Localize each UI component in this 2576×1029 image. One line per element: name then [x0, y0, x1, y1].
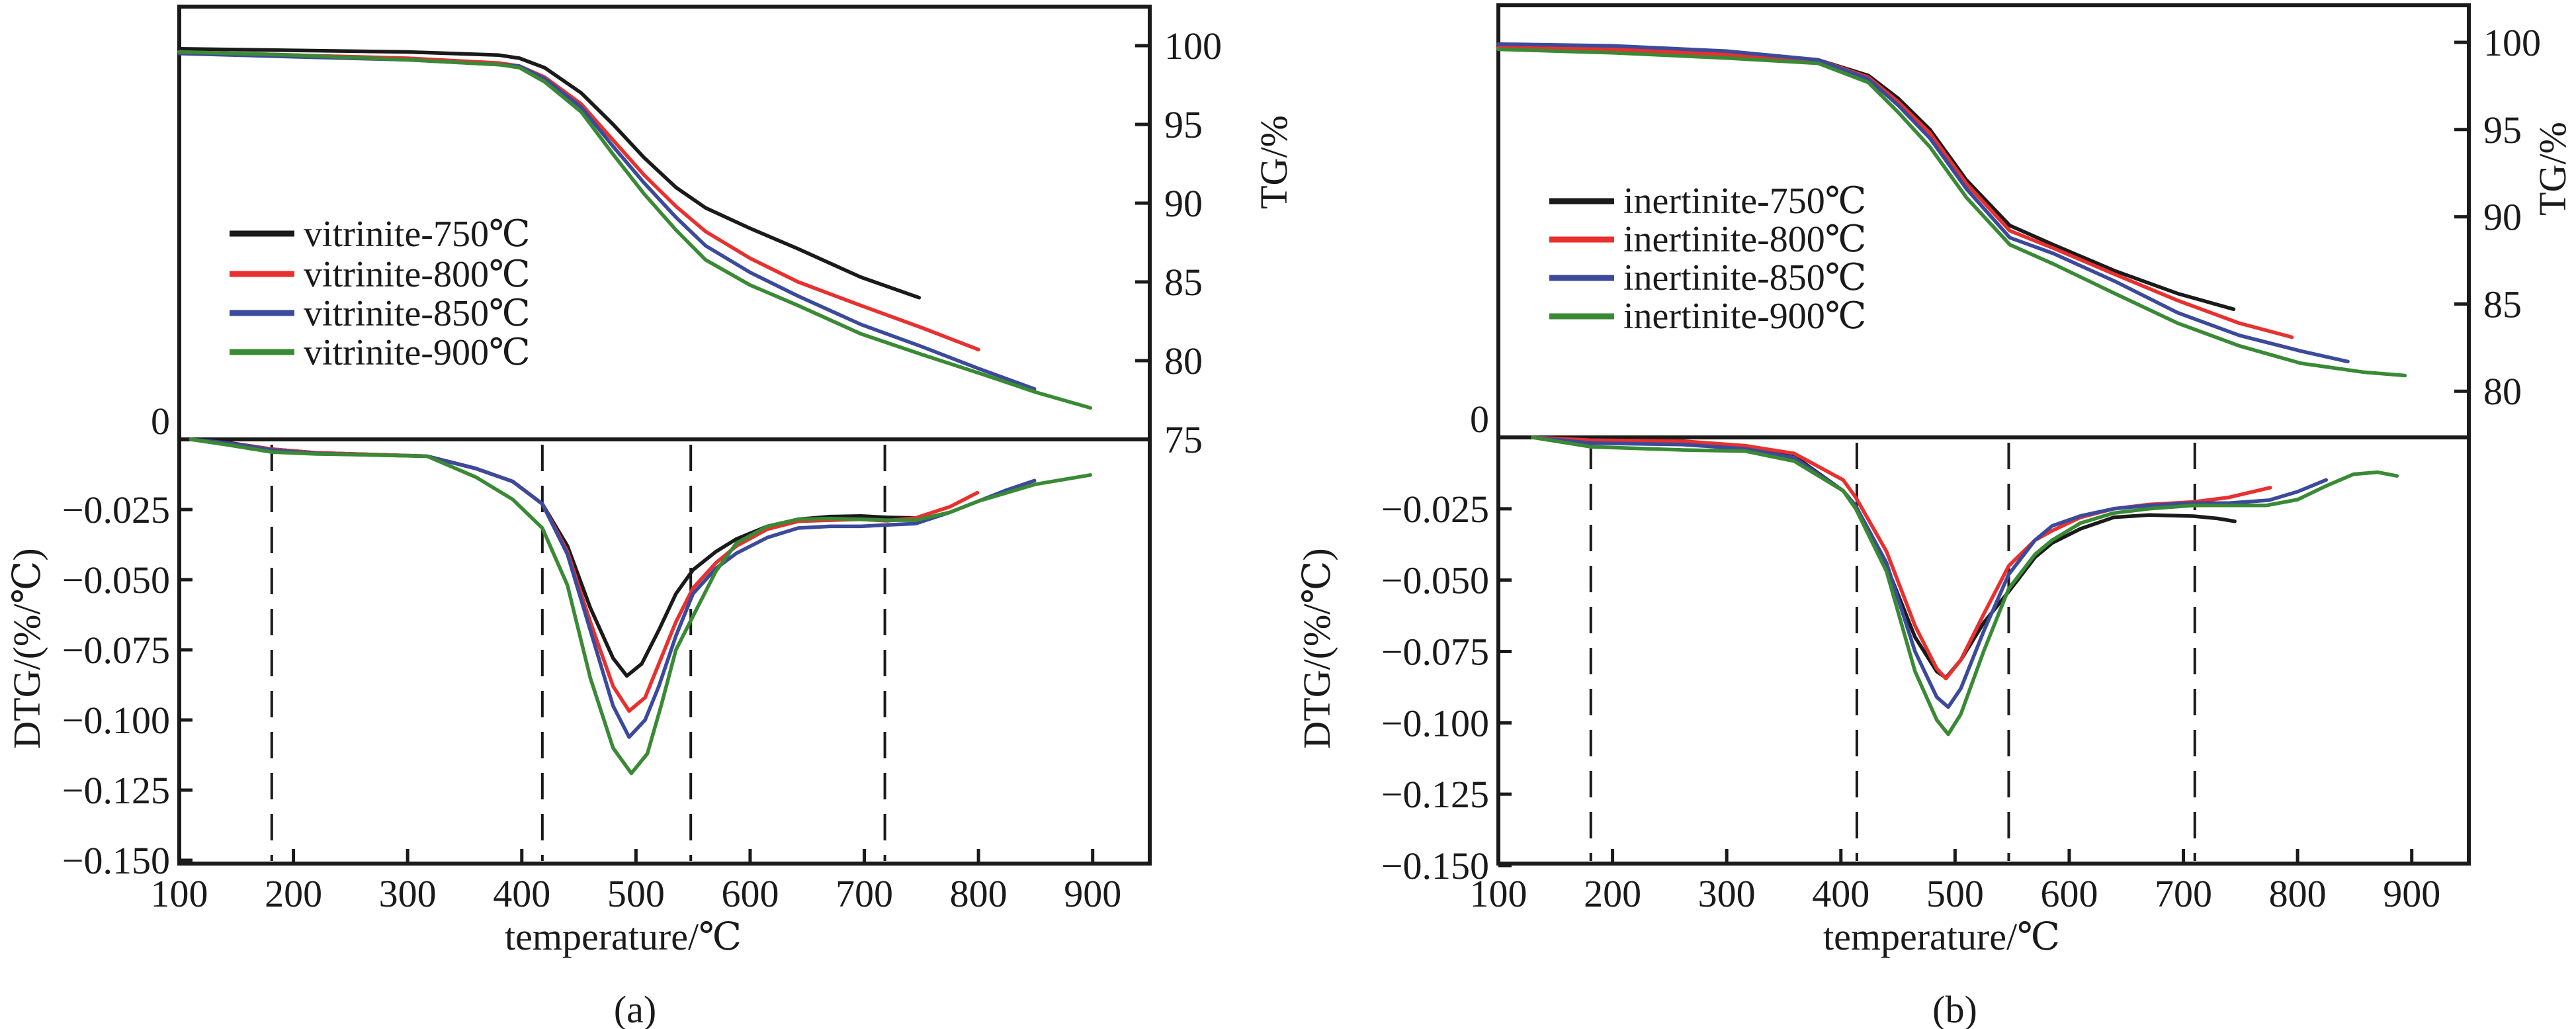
tg-axis-title: TG/%	[1252, 115, 1295, 209]
dtg-axis-title: DTG/(%/℃)	[1295, 548, 1338, 748]
x-tick-label: 900	[2383, 872, 2440, 915]
x-tick-label: 400	[1812, 872, 1869, 915]
legend-label: inertinite-800℃	[1623, 219, 1866, 260]
dtg-axis-title: DTG/(%/℃)	[5, 548, 48, 748]
dtg-tick-label: −0.150	[1381, 844, 1489, 887]
tg-tick-label: 85	[2483, 283, 2522, 326]
x-tick-label: 900	[1064, 872, 1121, 915]
dtg-curve-900	[1531, 435, 2399, 737]
stage-boundary-lines	[270, 445, 886, 861]
plot-frame	[1496, 3, 2471, 866]
tg-curve-900	[1496, 47, 2407, 378]
dtg-curve-800	[189, 437, 980, 713]
tg-curve-750	[177, 47, 922, 300]
tg-curve-900	[177, 50, 1093, 410]
tg-tick-label: 100	[2483, 21, 2541, 64]
dtg-curve-850	[189, 437, 1037, 739]
dtg-tick-label: −0.050	[62, 559, 170, 602]
tg-curves	[1496, 42, 2407, 378]
tg-tick-label: 85	[1164, 261, 1203, 304]
tg-tick-label: 90	[1164, 182, 1203, 225]
dtg-y-axis-left: 0 −0.025 −0.050 −0.075 −0.100 −0.125 −0.150	[62, 400, 193, 882]
legend-item: vitrinite-850℃	[230, 293, 531, 334]
tg-y-axis-right: 100 95 90 85 80	[2454, 21, 2541, 413]
legend: vitrinite-750℃ vitrinite-800℃ vitrinite-…	[230, 214, 531, 373]
tg-tick-label: 80	[1164, 339, 1203, 382]
legend-label: vitrinite-800℃	[304, 254, 531, 295]
tg-curves	[177, 47, 1093, 410]
x-axis-title: temperature/℃	[1823, 915, 2060, 958]
x-tick-label: 200	[265, 872, 322, 915]
dtg-y-axis-left: 0 −0.025 −0.050 −0.075 −0.100 −0.125 −0.150	[1381, 398, 1512, 887]
legend-label: inertinite-900℃	[1623, 296, 1866, 337]
tg-axis-title: TG/%	[2531, 122, 2574, 216]
legend-item: vitrinite-900℃	[230, 332, 531, 373]
panel-a-vitrinite: 100 200 300 400 500 600 700 800 900 100 95 90 85 80 7…	[5, 5, 1295, 1029]
panel-label: (a)	[614, 988, 656, 1029]
dtg-curve-900	[189, 437, 1093, 776]
legend-item: inertinite-900℃	[1549, 296, 1866, 337]
dtg-curves	[1531, 435, 2399, 737]
dtg-tick-label: −0.025	[1381, 488, 1489, 531]
dtg-curve-750	[189, 437, 918, 678]
tg-tick-label: 90	[2483, 196, 2522, 239]
tg-tick-label: 75	[1164, 418, 1203, 461]
legend-item: inertinite-850℃	[1549, 257, 1866, 298]
x-tick-label: 300	[379, 872, 437, 915]
dtg-tick-label: −0.150	[62, 839, 170, 882]
tg-tick-label: 95	[2483, 109, 2522, 152]
x-tick-label: 700	[2155, 872, 2212, 915]
legend-label: vitrinite-750℃	[304, 214, 531, 255]
x-axis: 100 200 300 400 500 600 700 800 900	[151, 849, 1121, 915]
tg-tick-label: 95	[1164, 103, 1203, 146]
x-tick-label: 800	[950, 872, 1008, 915]
dtg-curve-800	[1531, 435, 2272, 681]
legend-item: vitrinite-800℃	[230, 254, 531, 295]
x-tick-label: 600	[2040, 872, 2098, 915]
tg-tick-label: 80	[2483, 370, 2522, 413]
x-tick-label: 800	[2269, 872, 2327, 915]
tg-curve-850	[1496, 42, 2350, 364]
dtg-tick-label: −0.050	[1381, 559, 1489, 602]
x-tick-label: 400	[493, 872, 550, 915]
x-tick-label: 100	[151, 872, 208, 915]
tg-tick-label: 100	[1164, 24, 1222, 67]
legend-label: vitrinite-900℃	[304, 332, 531, 373]
legend-label: vitrinite-850℃	[304, 293, 531, 334]
dtg-tick-label: −0.100	[1381, 701, 1489, 744]
dtg-tick-label: −0.125	[1381, 773, 1489, 816]
plot-frame	[177, 5, 1152, 866]
dtg-tick-label: 0	[1470, 398, 1489, 441]
dtg-tick-label: −0.125	[62, 769, 170, 812]
dtg-tick-label: 0	[151, 400, 170, 443]
panel-b-inertinite: 100 200 300 400 500 600 700 800 900 10095908580 …	[1295, 3, 2574, 1029]
x-axis-title: temperature/℃	[505, 915, 742, 958]
stage-boundary-lines	[1589, 443, 2196, 861]
tg-curve-800	[177, 50, 980, 352]
panel-label: (b)	[1932, 988, 1977, 1029]
dtg-tick-label: −0.100	[62, 699, 170, 742]
tg-curve-800	[1496, 46, 2294, 339]
legend-item: inertinite-800℃	[1549, 219, 1866, 260]
x-tick-label: 100	[1470, 872, 1527, 915]
legend-item: inertinite-750℃	[1549, 181, 1866, 222]
legend: inertinite-750℃ inertinite-800℃ inertini…	[1549, 181, 1866, 337]
dtg-curves	[189, 437, 1093, 776]
legend-label: inertinite-750℃	[1623, 181, 1866, 222]
x-tick-label: 300	[1698, 872, 1756, 915]
x-tick-label: 700	[836, 872, 893, 915]
x-axis: 100 200 300 400 500 600 700 800 900	[1470, 849, 2440, 915]
dtg-tick-label: −0.075	[1381, 631, 1489, 674]
x-tick-label: 600	[721, 872, 779, 915]
dtg-tick-label: −0.075	[62, 629, 170, 672]
x-tick-label: 200	[1584, 872, 1641, 915]
dtg-tick-label: −0.025	[62, 488, 170, 531]
legend-label: inertinite-850℃	[1623, 257, 1866, 298]
x-tick-label: 500	[1926, 872, 1984, 915]
dtg-curve-850	[1531, 435, 2329, 709]
legend-item: vitrinite-750℃	[230, 214, 531, 255]
x-tick-label: 500	[607, 872, 665, 915]
tg-y-axis-right: 100 95 90 85 80 75	[1135, 24, 1222, 461]
